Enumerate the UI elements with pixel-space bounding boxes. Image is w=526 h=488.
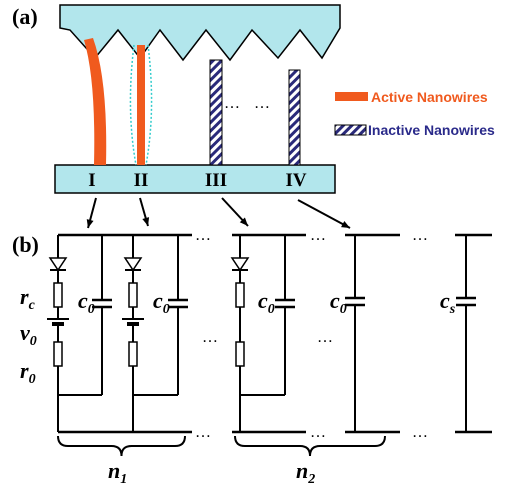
symbol: rc [20,284,36,313]
ellipsis: … [412,424,428,441]
arrow-head [142,217,150,226]
diode [48,257,68,272]
active-nanowire [84,38,107,165]
ellipsis: … [310,227,326,244]
diode [123,257,143,272]
symbol: n1 [108,458,127,487]
ellipsis: … [310,424,326,441]
bottom-electrode [54,164,336,194]
arrow-head [239,217,248,226]
resistor [235,282,245,308]
symbol: n2 [296,458,315,487]
brace [57,435,186,457]
top-electrode [59,4,341,62]
ellipsis: … [412,227,428,244]
diode [230,257,250,272]
symbol: c0 [330,288,347,317]
resistor [128,341,138,367]
symbol: c0 [153,288,170,317]
panel-label: (b) [12,232,39,257]
ellipsis: … [202,329,218,346]
symbol: c0 [258,288,275,317]
panel-label: (a) [12,4,38,29]
legend-swatch [334,124,367,136]
wire-label: I [88,170,95,191]
ellipsis: … [254,95,270,112]
symbol: r0 [20,358,36,387]
symbol: c0 [78,288,95,317]
arrow-head [341,220,350,228]
ellipsis: … [317,329,333,346]
symbol: v0 [20,320,37,349]
resistor [235,341,245,367]
brace [234,435,386,457]
legend-label: Active Nanowires [371,89,488,105]
wire-label: IV [285,170,306,191]
resistor [53,341,63,367]
inactive-nanowire [209,59,223,166]
inactive-nanowire [288,69,301,166]
active-nanowire [137,45,145,165]
active-nanowire-outline [129,44,153,166]
ellipsis: … [224,95,240,112]
legend-swatch [335,92,368,101]
arrow-head [86,219,94,228]
legend-label: Inactive Nanowires [368,122,495,138]
wire-label: III [205,170,227,191]
battery-gap [130,319,136,324]
resistor [53,282,63,308]
wire-label: II [134,170,149,191]
symbol: cs [440,288,456,317]
ellipsis: … [195,424,211,441]
battery-gap [55,319,61,324]
wire [297,199,351,229]
resistor [128,282,138,308]
ellipsis: … [195,227,211,244]
